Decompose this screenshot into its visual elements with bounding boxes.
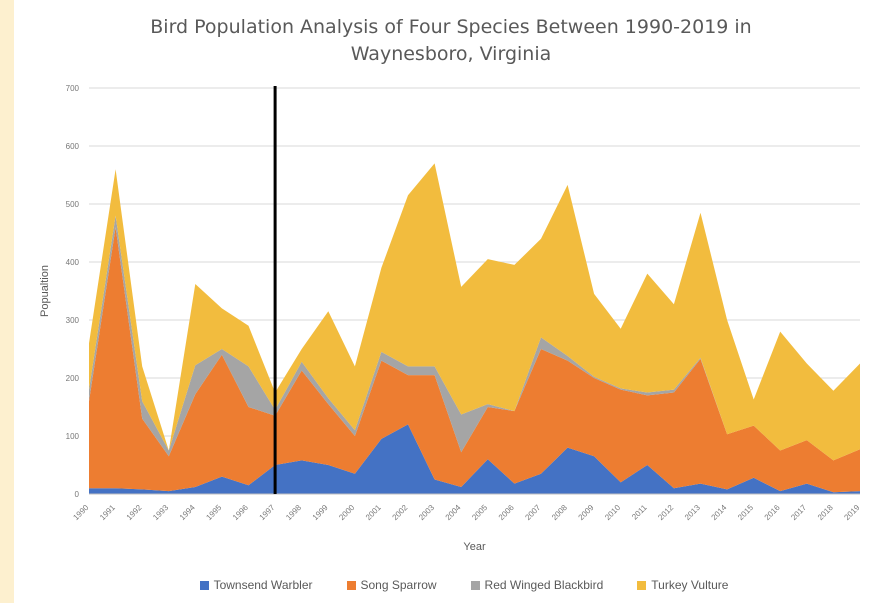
area-series-red-winged-blackbird: [89, 215, 860, 461]
x-tick-label: 2017: [789, 503, 808, 522]
x-tick-label: 2012: [656, 503, 675, 522]
legend-swatch: [470, 580, 480, 590]
x-tick-label: 2015: [736, 503, 755, 522]
x-tick-label: 1997: [258, 503, 277, 522]
x-tick-label: 2013: [683, 503, 702, 522]
y-tick-label: 300: [66, 316, 80, 325]
y-tick-label: 100: [66, 432, 80, 441]
y-tick-label: 500: [66, 200, 80, 209]
legend-item-townsend-warbler: Townsend Warbler: [199, 575, 313, 595]
y-tick-label: 0: [75, 490, 80, 499]
x-tick-label: 2001: [364, 503, 383, 522]
chart-legend: Townsend Warbler Song Sparrow Red Winged…: [114, 575, 814, 595]
area-series-townsend-warbler: [89, 424, 860, 494]
x-tick-label: 1995: [204, 503, 223, 522]
x-tick-label: 2019: [842, 503, 861, 522]
legend-item-red-winged-blackbird: Red Winged Blackbird: [470, 575, 604, 595]
chart-title-line1: Bird Population Analysis of Four Species…: [150, 16, 752, 38]
y-axis-label: Popualtion: [39, 265, 51, 317]
x-tick-label: 1991: [98, 503, 117, 522]
x-tick-label: 1992: [125, 503, 144, 522]
x-tick-label: 2014: [710, 503, 729, 522]
x-tick-label: 1994: [178, 503, 197, 522]
x-tick-label: 1993: [151, 503, 170, 522]
x-tick-label: 1998: [284, 503, 303, 522]
chart-title: Bird Population Analysis of Four Species…: [14, 14, 888, 68]
x-tick-label: 2008: [550, 503, 569, 522]
chart-frame: Bird Population Analysis of Four Species…: [14, 0, 888, 603]
x-tick-label: 2004: [444, 503, 463, 522]
legend-label: Red Winged Blackbird: [484, 578, 604, 592]
x-tick-label: 2006: [497, 503, 516, 522]
legend-swatch: [346, 580, 356, 590]
x-tick-label: 2007: [523, 503, 542, 522]
legend-swatch: [199, 580, 209, 590]
chart-title-line2: Waynesboro, Virginia: [350, 43, 552, 65]
area-chart: 0 100 200 300 400 500 600 700 1990 1991 1992 1993 19…: [39, 84, 862, 553]
x-tick-label: 2003: [417, 503, 436, 522]
legend-label: Song Sparrow: [360, 578, 437, 592]
y-tick-label: 700: [66, 84, 80, 93]
x-tick-label: 2016: [763, 503, 782, 522]
legend-item-turkey-vulture: Turkey Vulture: [637, 575, 728, 595]
x-tick-label: 2018: [816, 503, 835, 522]
legend-label: Turkey Vulture: [651, 578, 729, 592]
x-tick-label: 2011: [630, 503, 649, 522]
x-tick-label: 2002: [391, 503, 410, 522]
x-axis-label: Year: [463, 541, 486, 553]
x-tick-label: 2010: [603, 503, 622, 522]
x-tick-label: 2005: [470, 503, 489, 522]
x-tick-label: 2000: [337, 503, 356, 522]
x-tick-label: 1996: [231, 503, 250, 522]
x-tick-label: 1990: [71, 503, 90, 522]
y-tick-label: 400: [66, 258, 80, 267]
legend-swatch: [637, 580, 647, 590]
area-series-song-sparrow: [89, 227, 860, 493]
legend-label: Townsend Warbler: [213, 578, 313, 592]
x-tick-label: 2009: [577, 503, 596, 522]
legend-item-song-sparrow: Song Sparrow: [346, 575, 437, 595]
x-tick-label: 1999: [311, 503, 330, 522]
y-tick-label: 600: [66, 142, 80, 151]
y-tick-label: 200: [66, 374, 80, 383]
area-series-turkey-vulture: [89, 163, 860, 461]
